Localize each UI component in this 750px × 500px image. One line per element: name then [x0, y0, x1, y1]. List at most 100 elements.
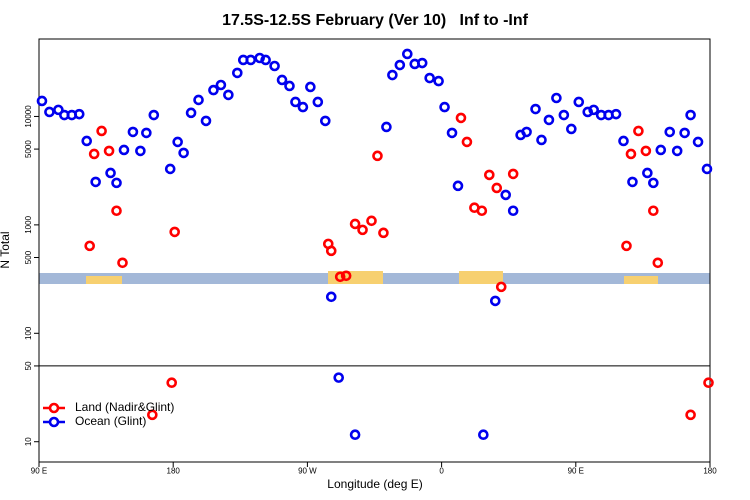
point: [424, 72, 435, 84]
point: [655, 144, 667, 156]
point: [685, 409, 696, 421]
point: [349, 429, 361, 441]
point: [148, 109, 160, 121]
point: [402, 48, 413, 60]
point: [290, 96, 301, 108]
y-tick-label: 100: [24, 326, 33, 340]
point: [325, 291, 337, 303]
point: [232, 67, 243, 79]
point: [312, 96, 324, 108]
point: [530, 103, 541, 115]
point: [652, 257, 664, 269]
point: [44, 106, 55, 118]
point: [378, 227, 389, 239]
y-tick-label: 50: [24, 361, 33, 370]
point: [484, 169, 495, 181]
point: [701, 163, 713, 175]
x-tick-label: 180: [703, 467, 717, 476]
y-axis-label: N Total: [0, 231, 12, 268]
point: [536, 134, 547, 146]
point: [648, 205, 659, 217]
point: [671, 145, 683, 157]
point: [223, 89, 234, 101]
point: [185, 107, 197, 119]
y-tick-label: 5000: [24, 140, 33, 158]
point: [543, 114, 555, 126]
point: [476, 205, 488, 217]
point: [284, 80, 295, 92]
point: [84, 240, 95, 252]
point: [340, 270, 352, 282]
point: [588, 104, 599, 116]
point: [254, 52, 265, 64]
point: [164, 163, 176, 175]
point: [521, 126, 532, 138]
point: [478, 429, 489, 441]
point: [642, 167, 653, 179]
point: [73, 108, 85, 120]
point: [141, 127, 152, 139]
point: [117, 257, 128, 269]
point: [297, 101, 309, 113]
point: [633, 125, 644, 137]
point: [111, 177, 122, 189]
point: [455, 112, 467, 124]
point: [495, 281, 507, 293]
point: [208, 84, 219, 96]
point: [147, 409, 158, 421]
point: [664, 126, 676, 138]
legend-label: Ocean (Glint): [75, 414, 146, 428]
point: [357, 224, 368, 236]
plot-frame: [38, 38, 711, 463]
x-tick-label: 90 E: [568, 467, 584, 476]
x-tick-label: 90 W: [298, 467, 317, 476]
point: [416, 57, 428, 69]
point: [381, 121, 392, 133]
point: [679, 127, 690, 139]
point: [640, 145, 652, 157]
point: [334, 271, 346, 283]
point: [372, 150, 383, 162]
point: [215, 79, 227, 91]
point: [610, 108, 622, 120]
x-axis-label: Longitude (deg E): [327, 477, 422, 491]
point: [433, 75, 444, 87]
point: [489, 295, 501, 307]
point: [491, 182, 503, 194]
point: [325, 245, 337, 257]
point: [452, 180, 464, 192]
point: [193, 94, 204, 106]
point: [96, 125, 107, 137]
point: [53, 104, 64, 116]
point: [200, 115, 212, 127]
point: [305, 81, 316, 93]
point: [178, 147, 189, 159]
point: [625, 148, 637, 160]
point: [507, 168, 519, 180]
point: [566, 123, 577, 135]
point: [446, 127, 458, 139]
point: [81, 135, 93, 147]
x-tick-label: 180: [167, 467, 181, 476]
point: [36, 95, 48, 107]
point: [127, 126, 139, 138]
point: [245, 54, 257, 66]
point: [394, 59, 406, 71]
point: [172, 136, 183, 148]
point: [573, 96, 585, 108]
point: [269, 60, 280, 72]
point: [461, 136, 473, 148]
point: [319, 115, 331, 127]
point: [90, 176, 101, 188]
point: [627, 176, 638, 188]
point: [439, 101, 450, 113]
legend-marker: [48, 416, 60, 428]
y-tick-label: 10000: [24, 105, 33, 128]
legend-marker: [48, 402, 60, 414]
point: [276, 74, 288, 86]
x-tick-label: 0: [439, 467, 444, 476]
point: [551, 92, 562, 104]
point: [507, 205, 519, 217]
point: [500, 189, 512, 201]
